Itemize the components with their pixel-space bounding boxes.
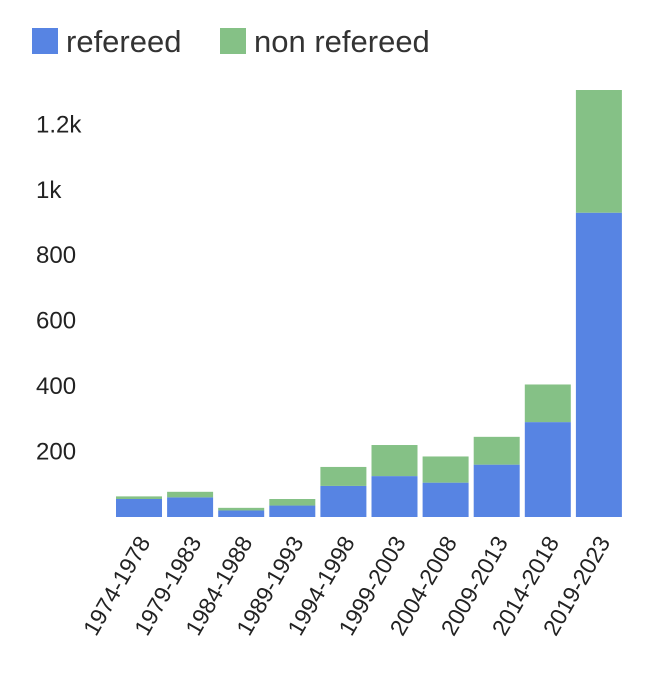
- y-tick-label-200: 200: [36, 439, 76, 466]
- y-tick-label-1000: 1k: [36, 177, 62, 204]
- y-tick-label-400: 400: [36, 373, 76, 400]
- bar-non-refereed-2009-2013: [473, 436, 520, 465]
- bar-refereed-1974-1978: [116, 499, 162, 517]
- bar-non-refereed-1974-1978: [116, 496, 162, 500]
- legend: refereed non refereed: [32, 24, 430, 59]
- bar-refereed-2014-2018: [524, 422, 571, 517]
- bar-refereed-1994-1998: [320, 485, 367, 517]
- bar-non-refereed-2019-2023: [575, 90, 622, 213]
- y-tick-label-600: 600: [36, 308, 76, 335]
- legend-label-refereed: refereed: [66, 24, 181, 59]
- bar-refereed-2009-2013: [473, 464, 520, 517]
- bar-non-refereed-1994-1998: [320, 466, 367, 486]
- x-axis: 1974-19781979-19831984-19881989-19931994…: [78, 532, 615, 640]
- bars: [116, 90, 622, 517]
- bar-refereed-2019-2023: [575, 212, 622, 517]
- bar-refereed-1999-2003: [371, 476, 418, 517]
- bar-non-refereed-2004-2008: [422, 456, 469, 483]
- bar-refereed-2004-2008: [422, 482, 469, 517]
- bar-refereed-1979-1983: [167, 497, 214, 517]
- legend-label-non-refereed: non refereed: [254, 24, 430, 59]
- bar-non-refereed-1979-1983: [167, 491, 214, 498]
- bar-non-refereed-1984-1988: [218, 507, 265, 511]
- bar-non-refereed-1989-1993: [269, 499, 316, 506]
- y-tick-label-800: 800: [36, 242, 76, 269]
- bar-non-refereed-2014-2018: [524, 384, 571, 423]
- bar-refereed-1984-1988: [218, 510, 265, 517]
- y-axis: 200 400 600 800 1k 1.2k: [36, 111, 82, 465]
- legend-swatch-refereed: [32, 28, 58, 54]
- legend-swatch-non-refereed: [220, 28, 246, 54]
- y-tick-label-1200: 1.2k: [36, 111, 82, 138]
- bar-non-refereed-1999-2003: [371, 445, 418, 477]
- bar-refereed-1989-1993: [269, 505, 316, 517]
